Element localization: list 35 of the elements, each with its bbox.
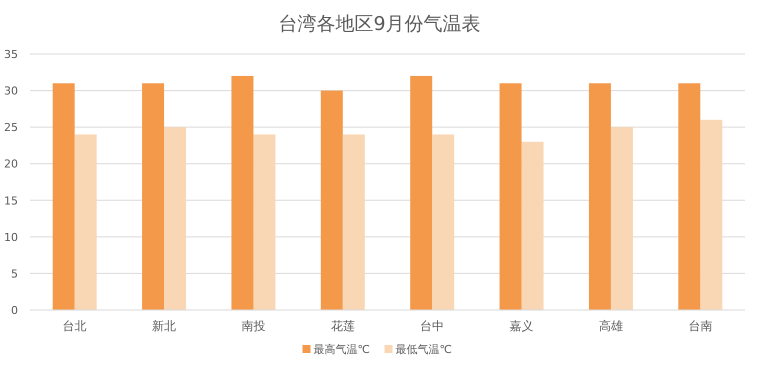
- bar: [231, 76, 254, 310]
- x-tick-label: 高雄: [598, 319, 623, 333]
- legend-label: 最低气温℃: [396, 343, 452, 356]
- bar: [700, 120, 722, 310]
- x-tick-label: 花莲: [330, 319, 355, 333]
- y-tick-label: 15: [4, 194, 18, 208]
- x-tick-label: 嘉义: [510, 319, 534, 333]
- bar: [164, 127, 186, 310]
- x-tick-label: 台南: [688, 319, 712, 333]
- y-tick-label: 5: [11, 267, 18, 280]
- bar: [52, 83, 75, 310]
- bar: [432, 134, 454, 310]
- y-tick-label: 35: [4, 48, 18, 61]
- bar: [74, 134, 97, 310]
- bar: [588, 83, 611, 310]
- y-tick-label: 20: [4, 158, 18, 171]
- bar: [342, 134, 365, 310]
- title: 台湾各地区9月份气温表: [278, 13, 481, 35]
- y-tick-label: 0: [11, 304, 18, 317]
- bar: [320, 90, 343, 310]
- bar: [142, 83, 164, 310]
- bar: [253, 134, 276, 310]
- bar: [522, 142, 544, 310]
- bar: [500, 83, 522, 310]
- x-tick-label: 台北: [62, 319, 87, 333]
- y-tick-label: 30: [4, 84, 18, 98]
- x-tick-label: 台中: [420, 319, 444, 333]
- x-tick-label: 新北: [152, 319, 176, 333]
- y-tick-label: 25: [4, 121, 18, 134]
- bar: [610, 127, 633, 310]
- bar: [410, 76, 432, 310]
- x-tick-label: 南投: [241, 319, 266, 333]
- bar: [678, 83, 700, 310]
- y-tick-label: 10: [4, 230, 18, 244]
- legend-label: 最高气温℃: [314, 343, 370, 356]
